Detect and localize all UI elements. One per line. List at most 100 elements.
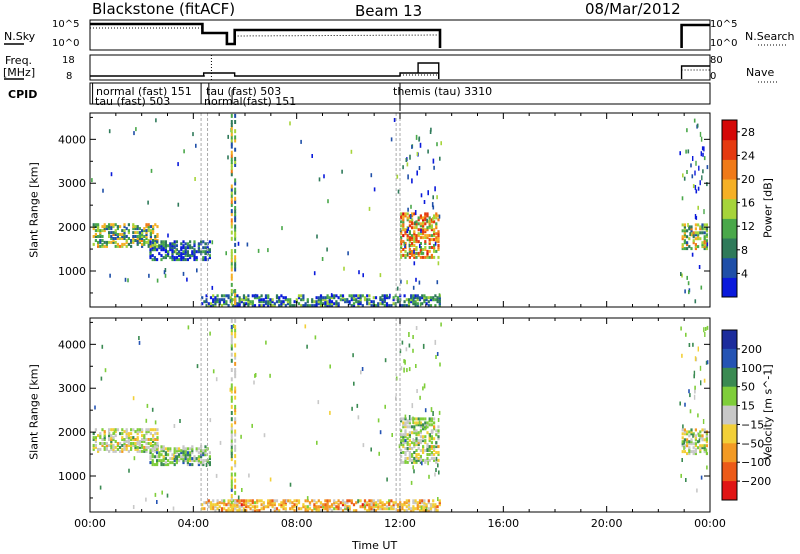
echo-streak-cell [693, 370, 696, 376]
echo-cell [681, 440, 684, 444]
echo-cell [424, 441, 427, 445]
echo-cell [251, 300, 254, 304]
echo-cell [136, 432, 139, 436]
echo-cell [419, 429, 422, 433]
echo-cell [302, 298, 305, 302]
echo-cell [438, 503, 441, 507]
echo-cell [253, 505, 257, 509]
echo-streak-cell [234, 454, 237, 459]
echo-cell [417, 251, 420, 255]
colorbar-tick-label: 100 [741, 362, 762, 375]
echo-cell [164, 244, 167, 248]
echo-cell [417, 447, 420, 450]
echo-cell [291, 501, 294, 505]
echo-cell [171, 248, 174, 252]
echo-cell [424, 421, 427, 425]
echo-point [281, 226, 283, 231]
echo-cell [400, 417, 403, 421]
echo-cell [400, 249, 403, 253]
echo-cell [408, 458, 411, 462]
echo-cell [411, 425, 414, 429]
echo-streak-cell [234, 331, 237, 336]
echo-cell [191, 459, 194, 463]
echo-cell [123, 442, 126, 445]
echo-cell [136, 240, 139, 244]
echo-cell [130, 428, 133, 432]
echo-cell [319, 509, 323, 513]
echo-cell [437, 232, 440, 236]
echo-cell [167, 447, 170, 451]
echo-cell [216, 298, 219, 302]
echo-cell [160, 461, 163, 465]
echo-cell [101, 229, 104, 233]
echo-point [177, 162, 179, 167]
echo-point [254, 373, 257, 377]
echo-point [406, 280, 408, 285]
echo-cell [151, 254, 154, 258]
echo-point [440, 141, 442, 146]
echo-point [154, 420, 157, 425]
echo-cell [182, 244, 185, 248]
echo-point [396, 174, 399, 179]
echo-cell [411, 447, 414, 450]
echo-cell [175, 459, 178, 463]
echo-point [438, 470, 440, 475]
echo-cell [134, 444, 137, 447]
echo-cell [688, 225, 691, 229]
echo-streak-cell [416, 170, 418, 176]
echo-cell [308, 503, 312, 507]
echo-cell [110, 438, 113, 441]
echo-cell [175, 252, 178, 256]
x-tick-label: 00:00 [694, 517, 726, 530]
echo-cell [112, 231, 115, 235]
echo-point [269, 477, 272, 482]
echo-cell [683, 450, 686, 454]
echo-cell [424, 242, 427, 245]
echo-cell [110, 225, 113, 229]
echo-cell [151, 455, 154, 459]
echo-streak-cell [234, 267, 237, 272]
echo-point [237, 495, 240, 500]
echo-cell [193, 256, 196, 260]
colorbar-segment [722, 277, 737, 298]
echo-streak-cell [234, 224, 237, 229]
echo-cell [242, 507, 246, 511]
echo-point [422, 386, 424, 391]
echo-cell [202, 459, 205, 463]
echo-cell [428, 423, 431, 427]
echo-cell [683, 235, 686, 239]
echo-cell [428, 220, 431, 224]
echo-cell [433, 244, 436, 247]
echo-cell [406, 441, 409, 445]
echo-cell [413, 460, 416, 464]
echo-cell [282, 507, 285, 511]
echo-cell [105, 225, 108, 229]
echo-cell [377, 507, 380, 511]
echo-cell [138, 430, 141, 434]
echo-cell [302, 505, 305, 509]
echo-cell [178, 459, 181, 463]
echo-streak-cell [230, 404, 233, 409]
echo-cell [333, 302, 336, 306]
echo-cell [193, 258, 196, 262]
echo-cell [413, 431, 416, 435]
echo-streak-cell [698, 165, 700, 171]
echo-point [696, 488, 698, 493]
echo-cell [145, 229, 148, 233]
echo-cell [103, 244, 106, 248]
colorbar-segment [722, 218, 737, 239]
echo-cell [432, 499, 435, 503]
echo-point [396, 286, 399, 291]
echo-cell [269, 302, 272, 306]
echo-point [404, 244, 406, 248]
echo-cell [406, 234, 409, 238]
echo-cell [402, 423, 405, 427]
echo-cell [418, 505, 422, 509]
echo-streak-cell [230, 497, 233, 502]
echo-point [232, 324, 235, 328]
freq-unit-label: [MHz] [3, 66, 36, 79]
echo-cell [193, 242, 196, 246]
echo-point [254, 293, 257, 298]
echo-streak-cell [234, 242, 237, 247]
echo-cell [189, 246, 192, 250]
